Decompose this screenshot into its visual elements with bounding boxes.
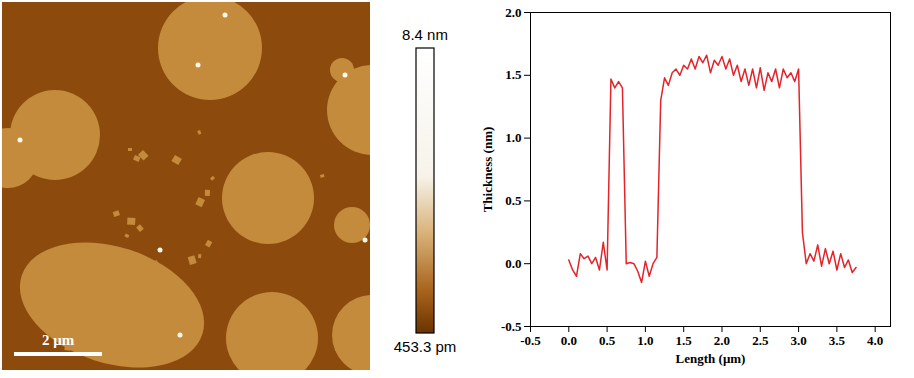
svg-text:2.0: 2.0 [505, 5, 521, 20]
svg-text:2.0: 2.0 [714, 333, 730, 348]
svg-text:0.0: 0.0 [561, 333, 577, 348]
svg-text:3.5: 3.5 [829, 333, 846, 348]
svg-text:2 μm: 2 μm [42, 332, 75, 348]
svg-text:3.0: 3.0 [790, 333, 806, 348]
svg-text:1.0: 1.0 [505, 130, 521, 145]
svg-text:8.4 nm: 8.4 nm [402, 26, 448, 43]
svg-text:0.5: 0.5 [599, 333, 616, 348]
svg-text:1.5: 1.5 [676, 333, 693, 348]
svg-text:1.5: 1.5 [505, 67, 522, 82]
svg-text:0.5: 0.5 [505, 193, 522, 208]
svg-text:453.3 pm: 453.3 pm [394, 338, 457, 355]
svg-text:0.0: 0.0 [505, 256, 521, 271]
svg-text:2.5: 2.5 [752, 333, 769, 348]
svg-text:Length (μm): Length (μm) [676, 351, 746, 366]
svg-text:-0.5: -0.5 [501, 319, 522, 334]
svg-text:Thickness (nm): Thickness (nm) [480, 127, 495, 213]
svg-text:-0.5: -0.5 [520, 333, 541, 348]
svg-text:4.0: 4.0 [867, 333, 883, 348]
svg-text:1.0: 1.0 [637, 333, 653, 348]
